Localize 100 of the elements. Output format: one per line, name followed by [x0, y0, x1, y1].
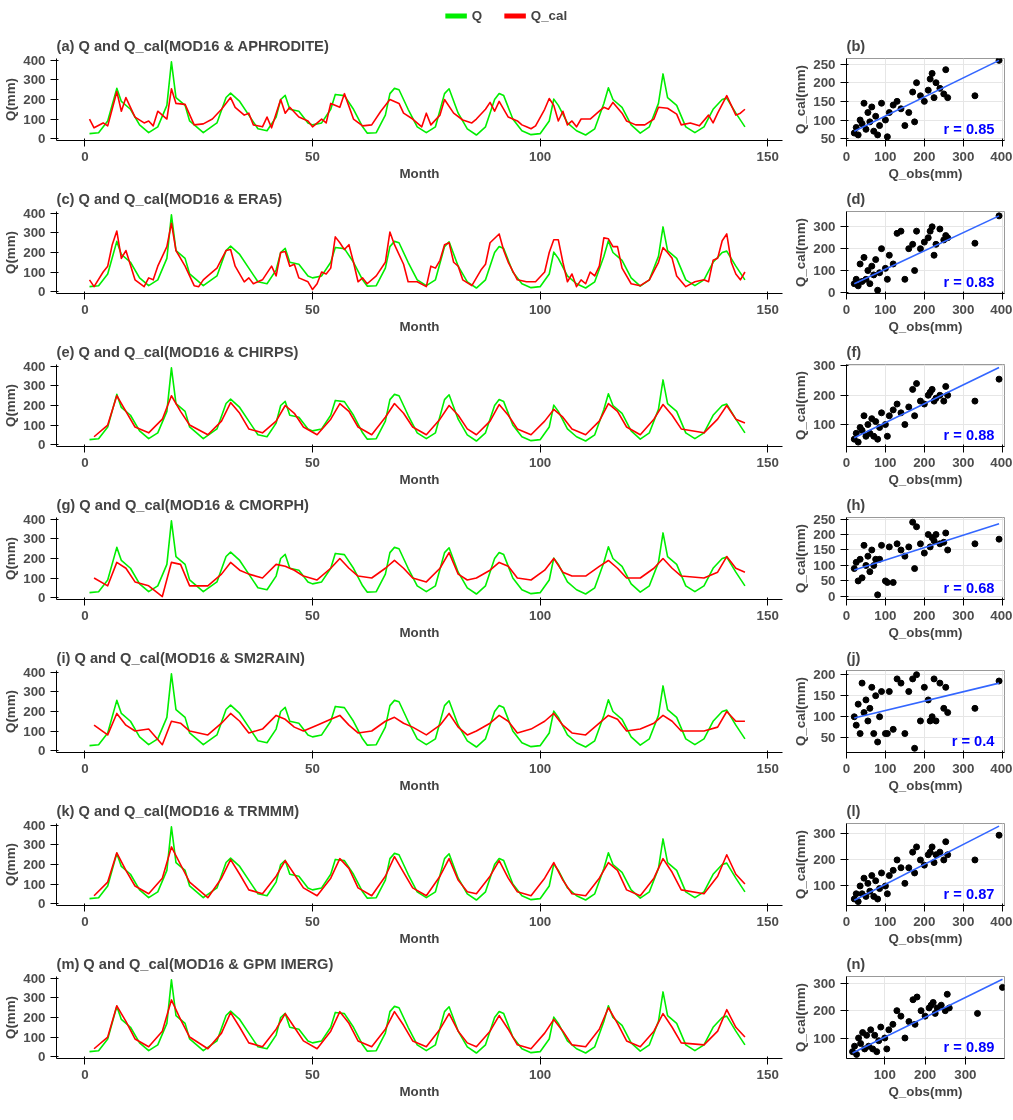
- y-tick-label: 0: [38, 284, 46, 300]
- annotation: r = 0.89: [943, 1038, 995, 1055]
- y-tick-label: 50: [820, 573, 836, 589]
- x-tick-label: 300: [952, 301, 975, 317]
- y-tick-label: 300: [23, 990, 46, 1006]
- y-tick-label: 0: [38, 590, 46, 606]
- x-tick-label: 400: [990, 760, 1013, 776]
- chart-title: (c) Q and Q_cal(MOD16 & ERA5): [56, 190, 283, 207]
- x-tick-label: 0: [81, 301, 89, 317]
- x-tick-label: 200: [913, 760, 936, 776]
- y-axis-title: Q(mm): [3, 690, 19, 733]
- x-axis-title: Month: [399, 1083, 440, 1099]
- y-tick-label: 100: [813, 709, 836, 725]
- x-tick-label: 150: [756, 1066, 779, 1082]
- x-tick-label: 400: [990, 301, 1013, 317]
- y-axis-title: Q(mm): [3, 537, 19, 580]
- annotation: r = 0.4: [951, 732, 996, 749]
- legend-label: Q: [471, 7, 484, 23]
- x-tick-label: 50: [305, 1066, 320, 1082]
- x-axis-title: Month: [399, 471, 440, 487]
- y-axis-title: Q_cal(mm): [793, 65, 809, 134]
- x-axis-title: Q_obs(mm): [888, 318, 963, 334]
- y-tick-label: 400: [23, 205, 46, 221]
- x-axis-title: Month: [399, 624, 440, 640]
- x-tick-label: 0: [842, 301, 851, 317]
- x-axis-title: Month: [399, 930, 440, 946]
- y-axis-title: Q(mm): [3, 996, 19, 1039]
- x-tick-label: 50: [305, 454, 320, 470]
- y-tick-label: 400: [23, 664, 46, 680]
- y-axis-title: Q(mm): [3, 384, 19, 427]
- annotation: r = 0.68: [943, 579, 995, 596]
- x-tick-label: 100: [529, 454, 552, 470]
- y-tick-label: 0: [38, 743, 46, 759]
- y-tick-label: 200: [813, 241, 836, 257]
- chart-title: (a) Q and Q_cal(MOD16 & APHRODITE): [56, 37, 329, 54]
- y-tick-label: 150: [813, 542, 836, 558]
- y-axis-title: Q_cal(mm): [793, 218, 809, 287]
- x-tick-label: 100: [529, 1066, 552, 1082]
- x-tick-label: 200: [913, 454, 936, 470]
- x-tick-label: 100: [874, 913, 897, 929]
- x-tick-label: 100: [529, 607, 552, 623]
- x-tick-label: 50: [305, 148, 320, 164]
- x-tick-label: 0: [842, 454, 851, 470]
- y-tick-label: 0: [38, 896, 46, 912]
- y-axis-title: Q(mm): [3, 231, 19, 274]
- annotation: r = 0.85: [943, 120, 995, 137]
- y-tick-label: 100: [813, 557, 836, 573]
- y-tick-label: 300: [813, 975, 836, 991]
- x-tick-label: 100: [529, 148, 552, 164]
- x-tick-label: 150: [756, 760, 779, 776]
- y-axis-title: Q(mm): [3, 78, 19, 121]
- annotation: r = 0.83: [943, 273, 995, 290]
- y-tick-label: 300: [23, 72, 46, 88]
- chart-title: (h): [846, 496, 866, 513]
- x-tick-label: 0: [81, 148, 89, 164]
- x-axis-title: Month: [399, 318, 440, 334]
- x-tick-label: 0: [81, 454, 89, 470]
- x-axis-title: Q_obs(mm): [888, 777, 963, 793]
- y-tick-label: 300: [813, 219, 836, 235]
- x-tick-label: 100: [874, 454, 897, 470]
- x-tick-label: 150: [756, 607, 779, 623]
- y-tick-label: 200: [813, 852, 836, 868]
- y-tick-label: 150: [813, 93, 836, 109]
- y-tick-label: 50: [820, 131, 836, 147]
- x-tick-label: 0: [842, 913, 851, 929]
- legend-label: Q_cal: [530, 7, 568, 23]
- y-tick-label: 100: [23, 1029, 46, 1045]
- x-tick-label: 200: [913, 1066, 937, 1082]
- y-tick-label: 0: [828, 284, 836, 300]
- x-tick-label: 0: [842, 760, 851, 776]
- y-tick-label: 50: [820, 730, 836, 746]
- x-axis-title: Q_obs(mm): [888, 1083, 963, 1099]
- chart-title: (f): [846, 343, 862, 360]
- y-axis-title: Q_cal(mm): [793, 371, 809, 440]
- x-tick-label: 300: [954, 1066, 977, 1082]
- y-tick-label: 0: [38, 437, 46, 453]
- y-tick-label: 400: [23, 52, 46, 68]
- x-tick-label: 400: [990, 607, 1013, 623]
- y-tick-label: 300: [23, 684, 46, 700]
- x-tick-label: 200: [913, 607, 936, 623]
- y-tick-label: 200: [813, 75, 836, 91]
- x-tick-label: 100: [529, 913, 552, 929]
- chart-title: (i) Q and Q_cal(MOD16 & SM2RAIN): [56, 649, 305, 666]
- x-tick-label: 100: [874, 760, 897, 776]
- chart-title: (j): [846, 649, 861, 666]
- x-tick-label: 100: [529, 301, 552, 317]
- x-tick-label: 0: [81, 913, 89, 929]
- y-axis-title: Q_cal(mm): [793, 830, 809, 899]
- x-tick-label: 0: [81, 1066, 89, 1082]
- y-tick-label: 300: [23, 378, 46, 394]
- x-axis-title: Month: [399, 165, 440, 181]
- y-tick-label: 300: [23, 225, 46, 241]
- x-tick-label: 50: [305, 760, 320, 776]
- y-tick-label: 200: [813, 1003, 836, 1019]
- x-axis-title: Q_obs(mm): [888, 930, 963, 946]
- chart-title: (m) Q and Q_cal(MOD16 & GPM IMERG): [56, 955, 334, 972]
- x-tick-label: 0: [842, 148, 851, 164]
- y-tick-label: 100: [23, 723, 46, 739]
- chart-title: (e) Q and Q_cal(MOD16 & CHIRPS): [56, 343, 299, 360]
- x-axis-title: Q_obs(mm): [888, 471, 963, 487]
